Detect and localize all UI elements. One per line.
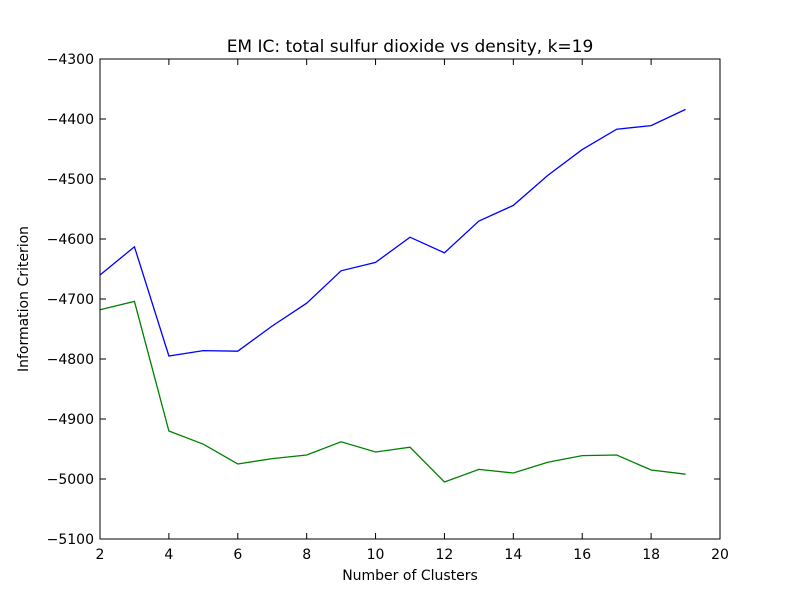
y-tick-label: −4300	[47, 52, 94, 68]
x-tick-label: 4	[164, 547, 173, 563]
y-tick-label: −4600	[47, 232, 94, 248]
x-tick-label: 20	[711, 547, 729, 563]
x-tick-label: 14	[504, 547, 522, 563]
y-tick-label: −4900	[47, 412, 94, 428]
x-tick-label: 16	[573, 547, 591, 563]
x-axis-label: Number of Clusters	[342, 568, 478, 584]
x-tick-label: 10	[367, 547, 385, 563]
x-tick-label: 2	[96, 547, 105, 563]
x-tick-label: 8	[302, 547, 311, 563]
y-axis-label: Information Criterion	[16, 226, 32, 372]
y-tick-label: −4500	[47, 172, 94, 188]
plot-area	[99, 108, 686, 483]
y-tick-label: −5000	[47, 472, 94, 488]
y-tick-label: −4800	[47, 352, 94, 368]
x-tick-label: 12	[436, 547, 454, 563]
chart-title: EM IC: total sulfur dioxide vs density, …	[227, 37, 594, 57]
axes: 2 4 6 8 10 12 14 16 18 20 −4300 −4400 −4500 −4600 −470…	[47, 52, 729, 563]
y-tick-label: −4700	[47, 292, 94, 308]
y-tick-label: −4400	[47, 112, 94, 128]
x-tick-label: 6	[233, 547, 242, 563]
x-tick-label: 18	[642, 547, 660, 563]
y-tick-label: −5100	[47, 532, 94, 548]
series-line-1	[99, 108, 686, 357]
series-line-2	[99, 300, 686, 483]
